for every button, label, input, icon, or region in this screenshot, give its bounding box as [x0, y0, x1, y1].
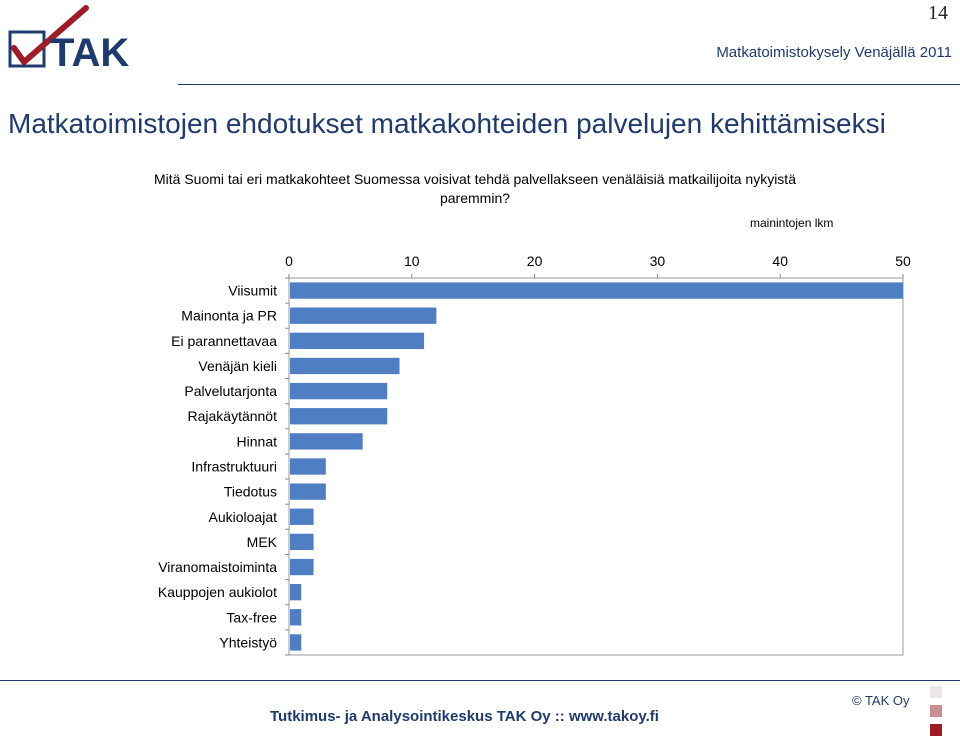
checkmark-icon	[11, 5, 89, 65]
bar	[290, 634, 302, 651]
bar	[290, 357, 400, 375]
bar	[290, 282, 903, 299]
x-tick-label: 40	[772, 253, 788, 269]
category-label: Viranomaistoiminta	[158, 559, 277, 575]
copyright: © TAK Oy	[852, 693, 910, 708]
category-label: Tax-free	[226, 609, 277, 625]
logo-text: TAK	[50, 31, 129, 75]
x-tick-label: 30	[650, 253, 666, 269]
category-label: Tiedotus	[224, 484, 277, 500]
category-label: Hinnat	[237, 433, 278, 449]
bar	[290, 382, 388, 400]
bar	[290, 307, 437, 324]
footer-text: Tutkimus- ja Analysointikeskus TAK Oy ::…	[270, 708, 659, 725]
x-tick-label: 50	[895, 253, 911, 269]
x-tick-label: 0	[285, 253, 293, 269]
category-label: Venäjän kieli	[198, 358, 277, 374]
category-label: Viisumit	[228, 283, 277, 299]
bar	[290, 483, 326, 500]
header-divider	[178, 84, 960, 85]
decor-square-light	[930, 686, 942, 698]
category-label: Kauppojen aukiolot	[158, 584, 277, 600]
bar-chart: 0 10 20 30 40 50 Viisumit Mainonta ja PR Ei para…	[158, 253, 911, 656]
footer-divider	[0, 680, 960, 681]
category-label: MEK	[247, 534, 278, 550]
category-label: Aukioloajat	[209, 509, 278, 525]
category-label: Ei parannettavaa	[171, 333, 277, 349]
bar	[290, 533, 314, 551]
category-label: Infrastruktuuri	[191, 459, 277, 475]
decor-square-dark	[930, 724, 942, 736]
x-tick-label: 20	[527, 253, 543, 269]
category-label: Yhteistyö	[219, 634, 277, 650]
category-label: Mainonta ja PR	[181, 308, 277, 324]
bar	[290, 583, 302, 601]
category-label: Rajakäytännöt	[187, 408, 277, 424]
bar	[290, 433, 363, 450]
survey-question: Mitä Suomi tai eri matkakohteet Suomessa…	[154, 171, 796, 206]
bar	[290, 332, 425, 350]
decor-square-mid	[930, 705, 942, 717]
bar	[290, 558, 314, 576]
bar	[290, 508, 314, 525]
bar	[290, 458, 326, 475]
unit-label: mainintojen lkm	[750, 216, 834, 230]
plot-frame	[288, 277, 904, 656]
page-title: Matkatoimistojen ehdotukset matkakohteid…	[8, 108, 886, 139]
x-tick-label: 10	[404, 253, 420, 269]
bar	[290, 408, 388, 425]
header-subtitle: Matkatoimistokysely Venäjällä 2011	[716, 44, 952, 61]
tak-logo: TAK	[8, 5, 129, 75]
bar	[290, 609, 302, 626]
page-number: 14	[928, 2, 948, 24]
category-label: Palvelutarjonta	[184, 383, 277, 399]
